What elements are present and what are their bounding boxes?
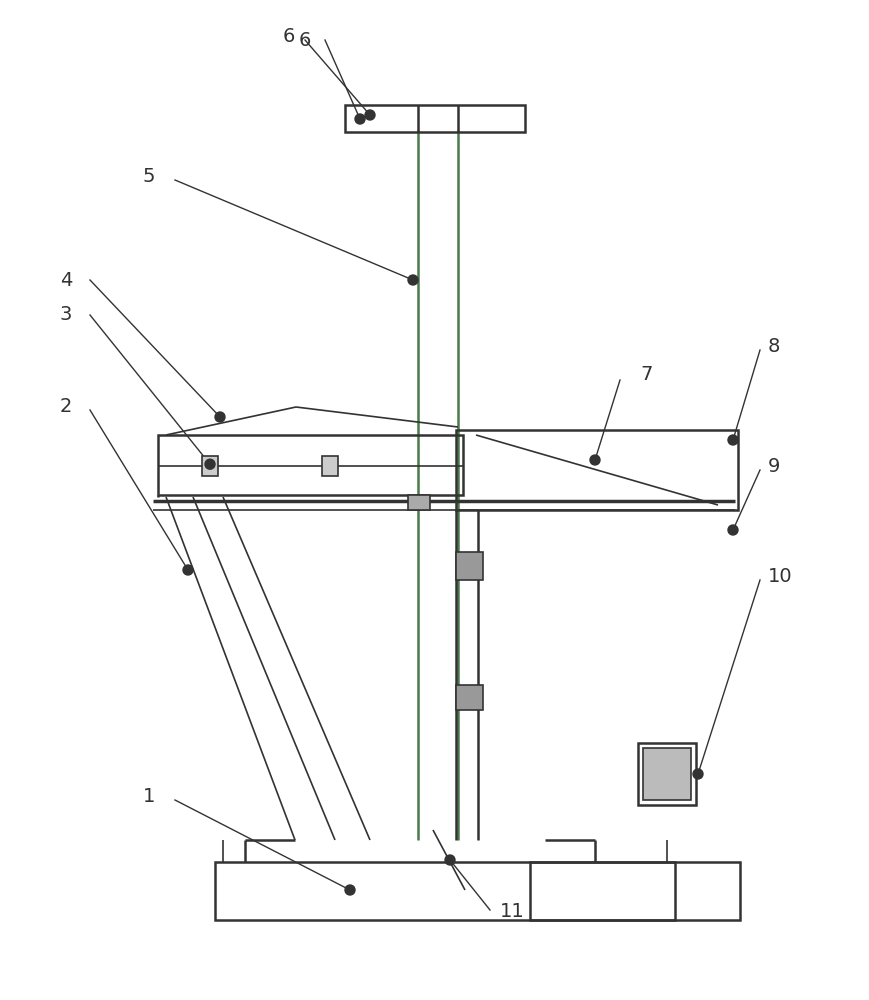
Bar: [642, 748, 690, 800]
Bar: [322, 456, 338, 476]
Circle shape: [408, 275, 417, 285]
Bar: [408, 495, 429, 510]
Circle shape: [365, 110, 375, 120]
Bar: [455, 430, 737, 510]
Bar: [215, 862, 674, 920]
Text: 10: 10: [767, 566, 792, 585]
Circle shape: [215, 412, 225, 422]
Text: 7: 7: [640, 364, 652, 383]
Circle shape: [182, 565, 193, 575]
Text: 9: 9: [767, 456, 779, 476]
Circle shape: [205, 459, 215, 469]
Circle shape: [444, 855, 454, 865]
Text: 6: 6: [282, 27, 295, 46]
Bar: [158, 435, 462, 495]
Text: 1: 1: [143, 786, 155, 805]
Text: 2: 2: [60, 396, 72, 416]
Circle shape: [589, 455, 600, 465]
Text: 4: 4: [60, 270, 72, 290]
Text: 6: 6: [298, 31, 311, 50]
Bar: [202, 456, 218, 476]
Bar: [455, 685, 482, 710]
Text: 11: 11: [500, 902, 524, 921]
Text: 3: 3: [60, 306, 72, 324]
Circle shape: [345, 885, 355, 895]
Bar: [529, 862, 740, 920]
Circle shape: [355, 114, 365, 124]
Text: 8: 8: [767, 336, 779, 356]
Bar: [637, 743, 695, 805]
Bar: [345, 105, 524, 132]
Bar: [455, 552, 482, 580]
Circle shape: [727, 525, 737, 535]
Text: 5: 5: [143, 167, 155, 186]
Circle shape: [727, 435, 737, 445]
Circle shape: [693, 769, 702, 779]
